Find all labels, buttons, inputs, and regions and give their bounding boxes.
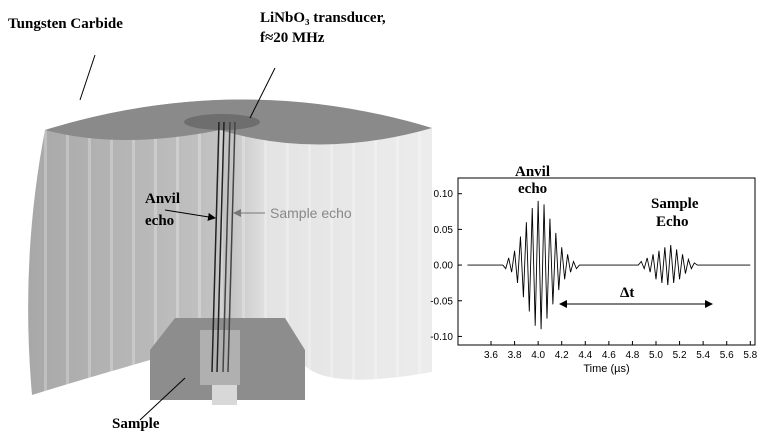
anvil-diagram: Tungsten Carbide LiNbO₃ transducer, f≈20…: [8, 10, 433, 432]
pointer: [164, 209, 216, 221]
annotation: Echo: [656, 214, 689, 230]
pointer: [79, 54, 96, 101]
label: LiNbO₃ transducer,: [260, 10, 386, 26]
tip-core: [200, 330, 240, 385]
label: Sample: [112, 416, 160, 432]
y-tick-label: -0.10: [430, 332, 453, 343]
annotation: Anvil: [515, 164, 550, 180]
x-tick-label: 4.2: [555, 350, 569, 361]
y-tick-label: 0.00: [434, 261, 454, 272]
x-tick-label: 3.8: [508, 350, 522, 361]
x-tick-label: 3.6: [484, 350, 498, 361]
label: Anvil: [145, 191, 180, 207]
y-tick-label: 0.10: [434, 189, 454, 200]
x-tick-label: 5.4: [696, 350, 710, 361]
label: Sample echo: [270, 205, 352, 221]
waveform-chart: 0.10 0.05 0.00 -0.05 -0.10 3.6 3.8 4.0 4.2 4.4 4.6…: [430, 164, 757, 375]
annotation: echo: [518, 181, 547, 197]
x-tick-label: 4.4: [578, 350, 592, 361]
x-tick-label: 5.2: [673, 350, 687, 361]
y-tick-label: -0.05: [430, 296, 453, 307]
pointer: [139, 377, 186, 421]
x-tick-label: 4.0: [531, 350, 545, 361]
anvil-echo-path: [211, 121, 220, 373]
sample-echo-path: [222, 121, 231, 373]
x-tick-label: 5.8: [743, 350, 757, 361]
sample-cell: [212, 385, 237, 405]
waveform: [467, 200, 751, 330]
annotation: Δt: [620, 285, 634, 301]
x-axis-label: Time (µs): [583, 363, 629, 375]
pointer: [249, 67, 276, 119]
x-tick-label: 4.6: [602, 350, 616, 361]
label: f≈20 MHz: [260, 30, 325, 46]
label: Tungsten Carbide: [8, 16, 123, 32]
label: echo: [145, 213, 174, 229]
anvil-echo-path: [216, 121, 225, 373]
x-tick-label: 4.8: [625, 350, 639, 361]
x-tick-label: 5.0: [649, 350, 663, 361]
x-tick-label: 5.6: [720, 350, 734, 361]
annotation: Sample: [651, 196, 699, 212]
y-tick-label: 0.05: [434, 225, 454, 236]
plot-frame: [457, 177, 756, 346]
sample-echo-path: [227, 121, 236, 373]
anvil-stripes: [28, 99, 433, 396]
transducer: [184, 114, 260, 130]
